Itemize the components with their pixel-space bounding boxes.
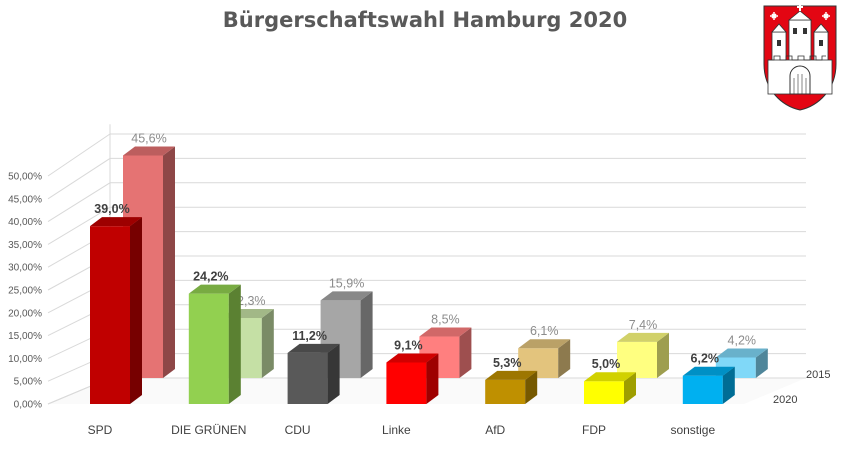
x-category-label: AfD [485,423,505,437]
bar-2015-5 [617,332,669,378]
data-label-2015: 45,6% [131,131,166,145]
bar-2020-4-top [485,370,538,380]
data-label-2020: 39,0% [94,202,129,216]
y-tick-label: 20,00% [8,308,42,319]
x-category-label: DIE GRÜNEN [171,423,246,437]
data-label-2015: 6,1% [530,324,559,338]
bar-2015-4-side [558,339,571,378]
x-category-label: FDP [582,423,606,437]
bar-2020-5-front [584,381,624,404]
bar-2020-6-side [722,366,735,404]
data-label-2015: 4,2% [728,334,757,348]
bar-2020-1-front [188,293,229,404]
bar-2020-0-top [90,217,142,227]
x-axis: SPD DIE GRÜNEN CDU Linke AfD FDP sonstige [88,423,716,437]
y-tick-label: 15,00% [8,331,42,342]
y-tick-label: 30,00% [8,263,42,274]
bar-2015-1-side [261,308,274,378]
bar-2020-3 [386,353,439,404]
bar-2015-3-side [459,327,472,378]
series-2020: 39,0% 24,2% 11,2% 9,1% 5,3% 5,0% 6,2% [90,202,735,404]
bar-2015-0-top [123,146,175,156]
hamburg-coat-of-arms-icon [763,4,837,111]
bar-2020-3-front [386,362,427,404]
bar-2020-3-side [426,353,439,404]
bar-2015-5-front [617,341,657,378]
bar-2015-2-top [320,291,373,301]
bar-2020-4 [485,370,538,404]
y-tick-label: 35,00% [8,240,42,251]
data-label-2020: 24,2% [193,270,228,284]
data-label-2020: 6,2% [691,352,720,366]
data-label-2015: 15,9% [329,276,364,290]
data-label-2020: 5,3% [493,356,522,370]
bar-2015-5-top [617,332,669,342]
bar-2020-4-side [525,370,538,404]
bar-2015-6-top [715,348,768,358]
bar-2020-5-top [584,372,636,382]
y-tick-label: 25,00% [8,286,42,297]
x-category-label: CDU [285,423,311,437]
bar-2020-2-top [287,343,340,353]
data-label-2015: 8,5% [431,313,460,327]
data-label-2015: 7,4% [629,318,658,332]
bar-2015-3-top [419,327,472,337]
bar-2020-5 [584,372,636,404]
depth-label-2020: 2020 [773,394,797,406]
y-tick-label: 5,00% [14,377,42,388]
x-category-label: Linke [382,423,411,437]
bar-2020-6 [682,366,735,404]
data-label-2020: 9,1% [394,339,423,353]
chart-title: Bürgerschaftswahl Hamburg 2020 [222,8,628,32]
bar-2020-0-side [130,217,142,404]
x-category-label: SPD [88,423,113,437]
bar-2020-1-top [188,284,241,294]
bar-2020-5-side [624,372,636,404]
y-tick-label: 50,00% [8,172,42,183]
bar-2020-4-front [485,379,526,404]
y-tick-label: 0,00% [14,400,42,411]
depth-label-2015: 2015 [806,369,830,381]
bar-2020-6-front [682,375,723,404]
x-category-label: sonstige [670,423,715,437]
y-tick-label: 10,00% [8,354,42,365]
bar-2020-3-top [386,353,439,363]
bar-2020-1 [188,284,241,404]
y-tick-label: 40,00% [8,217,42,228]
data-label-2020: 5,0% [592,357,621,371]
bar-2015-5-side [657,332,669,378]
y-axis: 0,00% 5,00% 10,00% 15,00% 20,00% 25,00% 30,00%… [8,172,42,411]
bar-2015-2-side [360,291,373,378]
y-tick-label: 45,00% [8,194,42,205]
bar-2015-4-top [518,339,571,349]
bar-2015-6-side [755,348,768,378]
bar-2020-0-front [90,226,130,404]
bar-2020-2-front [287,352,328,404]
bar-2020-1-side [228,284,241,404]
data-label-2020: 11,2% [292,329,327,343]
bar-2020-2-side [327,343,340,404]
bar-2020-6-top [682,366,735,376]
bar-2015-0-side [163,146,175,378]
bar-2020-2 [287,343,340,404]
bar-2020-0 [90,217,142,404]
